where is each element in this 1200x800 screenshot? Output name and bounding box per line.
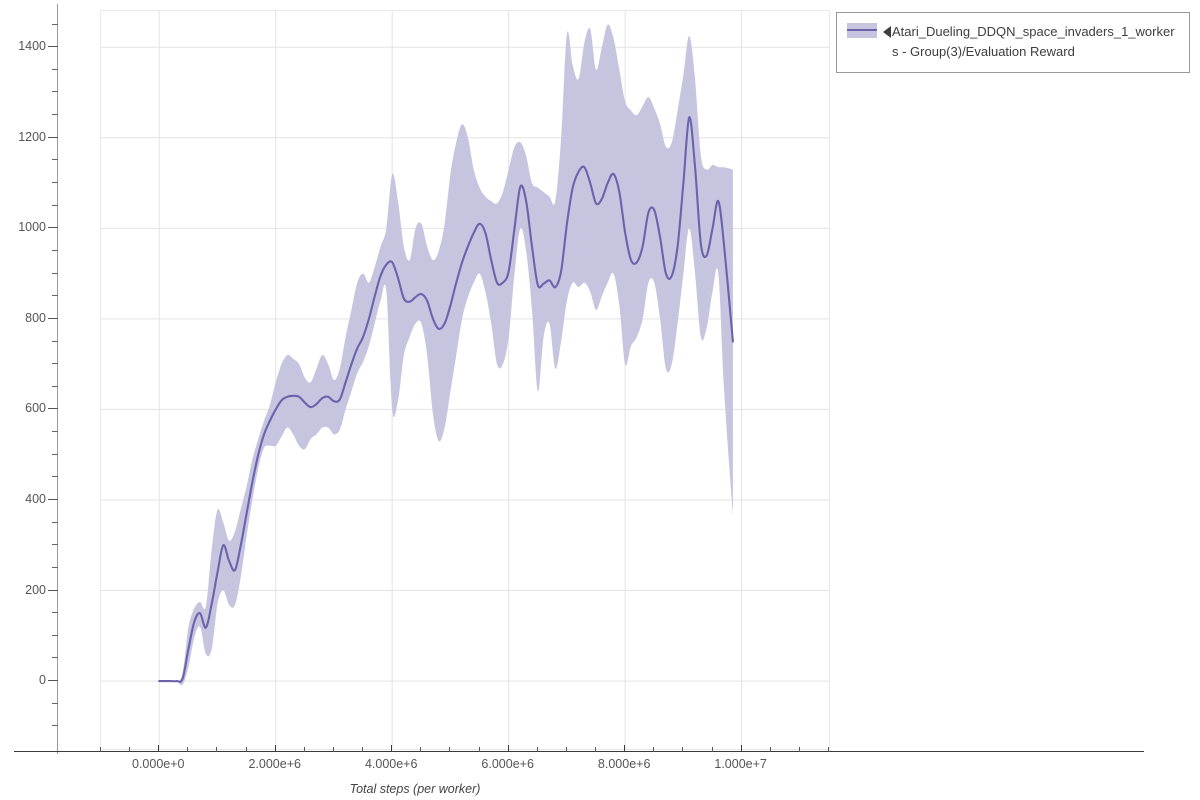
x-tick-minor — [420, 747, 422, 752]
confidence-band — [159, 24, 733, 686]
x-tick-mark — [740, 745, 742, 752]
legend-item[interactable]: Atari_Dueling_DDQN_space_invaders_1_work… — [847, 22, 1179, 62]
x-tick-minor — [711, 747, 713, 752]
x-tick-minor — [798, 747, 800, 752]
y-tick-minor — [52, 91, 58, 93]
y-tick-minor — [52, 544, 58, 546]
series-line — [158, 116, 734, 683]
y-tick-minor — [52, 476, 58, 478]
y-axis: 0 200 400 600 800 1000 1200 1400 — [0, 0, 100, 800]
y-tick-minor — [52, 249, 58, 251]
x-tick-mark — [158, 745, 160, 752]
y-tick-mark — [48, 589, 58, 591]
plot-area — [100, 10, 830, 750]
x-tick-minor — [245, 747, 247, 752]
y-tick-mark — [48, 46, 58, 48]
chart-canvas — [101, 11, 829, 749]
y-tick-minor — [52, 612, 58, 614]
x-axis-title: Total steps (per worker) — [349, 782, 481, 796]
y-tick-label: 800 — [25, 310, 46, 325]
y-tick-minor — [52, 521, 58, 523]
y-tick-minor — [52, 702, 58, 704]
y-tick-minor — [52, 363, 58, 365]
x-tick-label: 1.000e+7 — [714, 757, 767, 771]
y-tick-mark — [48, 408, 58, 410]
x-tick-minor — [769, 747, 771, 752]
x-tick-minor — [216, 747, 218, 752]
y-tick-mark — [48, 498, 58, 500]
y-tick-mark — [48, 680, 58, 682]
x-tick-minor — [478, 747, 480, 752]
x-tick-minor — [536, 747, 538, 752]
x-tick-mark — [507, 745, 509, 752]
legend-item-label: Atari_Dueling_DDQN_space_invaders_1_work… — [892, 24, 1175, 59]
x-tick-minor — [332, 747, 334, 752]
x-tick-minor — [100, 747, 101, 752]
y-tick-minor — [52, 182, 58, 184]
x-tick-minor — [449, 747, 451, 752]
x-tick-label: 0.000e+0 — [131, 757, 185, 771]
x-tick-label: 8.000e+6 — [597, 757, 651, 771]
y-tick-label: 1400 — [18, 39, 46, 54]
legend[interactable]: Atari_Dueling_DDQN_space_invaders_1_work… — [836, 12, 1190, 73]
x-tick-minor — [595, 747, 597, 752]
y-tick-minor — [52, 159, 58, 161]
y-tick-label: 0 — [39, 673, 46, 688]
y-tick-minor — [52, 272, 58, 274]
y-tick-label: 200 — [25, 582, 46, 597]
y-tick-minor — [52, 295, 58, 297]
y-axis-line — [57, 4, 58, 754]
x-tick-minor — [303, 747, 305, 752]
y-tick-mark — [48, 136, 58, 138]
legend-color-swatch — [847, 23, 877, 38]
y-tick-minor — [52, 23, 58, 25]
y-tick-minor — [52, 725, 58, 727]
x-tick-minor — [129, 747, 131, 752]
y-tick-minor — [52, 431, 58, 433]
x-tick-minor — [187, 747, 189, 752]
y-tick-minor — [52, 453, 58, 455]
y-tick-label: 1000 — [18, 220, 46, 235]
x-tick-mark — [624, 745, 626, 752]
x-tick-label: 2.000e+6 — [248, 757, 301, 771]
x-axis-line — [14, 751, 1144, 752]
x-tick-minor — [682, 747, 684, 752]
x-tick-mark — [391, 745, 393, 752]
y-tick-minor — [52, 204, 58, 206]
y-tick-label: 600 — [25, 401, 46, 416]
x-tick-minor — [653, 747, 655, 752]
x-tick-label: 6.000e+6 — [481, 757, 534, 771]
y-tick-minor — [52, 566, 58, 568]
y-tick-minor — [52, 385, 58, 387]
y-tick-label: 400 — [25, 491, 46, 506]
y-tick-minor — [52, 68, 58, 70]
x-tick-label: 4.000e+6 — [364, 757, 418, 771]
x-tick-mark — [274, 745, 276, 752]
y-tick-mark — [48, 317, 58, 319]
left-triangle-icon — [883, 26, 891, 38]
x-tick-minor — [362, 747, 364, 752]
x-tick-minor — [565, 747, 567, 752]
y-tick-minor — [52, 114, 58, 116]
y-tick-minor — [52, 634, 58, 636]
y-tick-minor — [52, 657, 58, 659]
x-tick-minor — [828, 747, 829, 752]
y-tick-label: 1200 — [18, 129, 46, 144]
y-tick-mark — [48, 227, 58, 229]
y-tick-minor — [52, 340, 58, 342]
